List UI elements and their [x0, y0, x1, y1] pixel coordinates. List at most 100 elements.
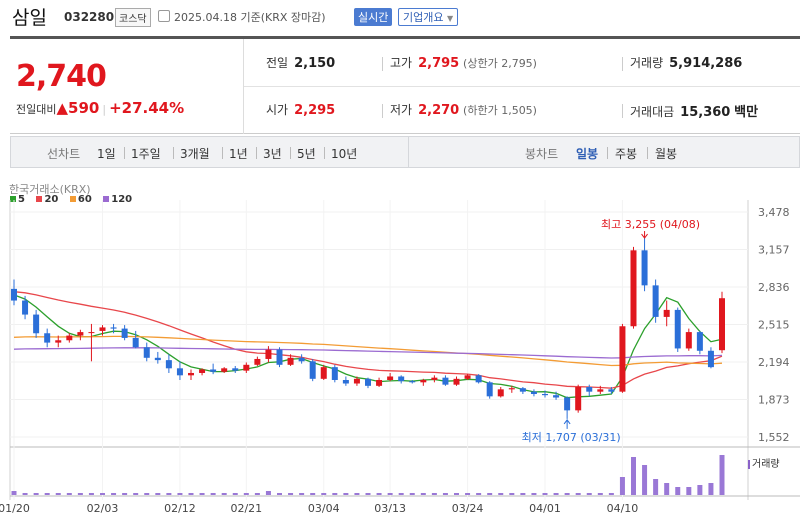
candle-body — [254, 358, 261, 365]
tab-3y[interactable]: 3년 — [263, 147, 282, 161]
candle-body — [188, 372, 194, 376]
x-tick-label: 01/20 — [0, 502, 30, 515]
tab-weekly[interactable]: 주봉 — [615, 147, 638, 161]
tab-1y[interactable]: 1년 — [229, 147, 248, 161]
tab-monthly[interactable]: 월봉 — [655, 147, 678, 161]
y-tick-label: 3,157 — [758, 244, 790, 257]
candle-body — [309, 361, 316, 379]
tab-3m[interactable]: 3개월 — [180, 147, 210, 161]
volume-bar — [177, 493, 183, 495]
volume-bar — [586, 493, 592, 495]
y-tick-label: 2,836 — [758, 281, 790, 294]
tab-1d[interactable]: 1일 — [97, 147, 116, 161]
tab-1w[interactable]: 1주일 — [131, 147, 161, 161]
volume-bar — [597, 493, 603, 495]
candle-body — [33, 314, 40, 334]
tab-5y[interactable]: 5년 — [297, 147, 316, 161]
volume-bar — [697, 485, 703, 495]
volume-bar — [265, 491, 271, 495]
tab-10y[interactable]: 10년 — [331, 147, 358, 161]
volume-bar — [111, 493, 117, 495]
candle-body — [696, 332, 703, 351]
candle-body — [663, 309, 670, 317]
volume-bar — [498, 493, 504, 495]
prev-close: 전일 2,150 — [266, 54, 335, 71]
volume-bar — [409, 493, 415, 495]
candle-body — [575, 387, 582, 411]
volume-bar — [531, 493, 537, 495]
candle-body — [77, 332, 84, 336]
candle-body — [99, 327, 106, 331]
ma-line-20 — [13, 291, 723, 389]
change-percent: +27.44% — [109, 99, 185, 117]
amount-value: 15,360 — [680, 105, 731, 120]
volume-bar — [122, 493, 128, 495]
volume-bar — [100, 493, 105, 495]
candle-body — [564, 397, 571, 411]
x-tick-label: 02/12 — [164, 502, 196, 515]
volume-bar — [675, 487, 681, 495]
candle-body — [652, 285, 659, 317]
volume-bar — [88, 493, 94, 495]
candle-body — [121, 328, 128, 338]
candle-body — [199, 369, 206, 373]
volume-bar — [631, 457, 636, 495]
volume-bar — [553, 493, 559, 495]
volume-bar — [376, 493, 382, 495]
candle-body — [707, 350, 714, 368]
volume-bar — [22, 493, 28, 495]
candle-body — [453, 378, 460, 385]
volume-bar — [575, 493, 581, 495]
open-value: 2,295 — [294, 103, 336, 118]
candle-body — [44, 333, 51, 343]
volume-bar — [44, 493, 50, 495]
x-tick-label: 04/10 — [607, 502, 639, 515]
volume-bar — [155, 493, 161, 495]
candle-body — [143, 347, 150, 358]
volume-bar — [55, 493, 61, 495]
candlestick-chart[interactable]: 3,478 3,157 2,836 2,515 2,194 1,873 1,552 01/20… — [0, 200, 800, 518]
stock-header: 삼일 032280 코스닥 2025.04.18 기준(KRX 장마감) 실시간… — [0, 0, 800, 34]
volume-bar — [719, 455, 725, 495]
volume-bar — [387, 493, 393, 495]
ma-legend: 5 20 60 120 — [10, 194, 140, 205]
company-info-dropdown[interactable]: 기업개요 ▼ — [398, 8, 459, 26]
x-tick-label: 03/13 — [374, 502, 406, 515]
candle-body — [320, 367, 327, 379]
candle-body — [641, 250, 648, 286]
price-box: 2,740 전일대비▲590 | +27.44% — [10, 39, 244, 134]
volume-bar — [564, 493, 570, 495]
candle-body — [376, 379, 383, 386]
y-tick-label: 3,478 — [758, 206, 790, 219]
base-date: 2025.04.18 기준(KRX 장마감) — [174, 11, 326, 24]
volume-bar — [144, 493, 150, 495]
candle-body — [475, 375, 482, 383]
volume-legend: 거래량 — [748, 455, 780, 470]
candle-body — [464, 375, 471, 379]
volume: 거래량 5,914,286 — [630, 54, 742, 71]
candle-body — [409, 381, 416, 383]
volume-bar — [232, 493, 238, 495]
y-tick-label: 2,515 — [758, 319, 790, 332]
candle-body — [243, 364, 250, 371]
candle-body — [265, 349, 272, 359]
company-info-label: 기업개요 — [403, 11, 444, 24]
volume-bar — [420, 493, 426, 495]
high-value: 2,795 — [418, 56, 460, 71]
realtime-button[interactable]: 실시간 — [354, 8, 393, 26]
candle-body — [442, 377, 449, 385]
ma-legend-item: 120 — [103, 194, 132, 205]
candle-body — [508, 388, 515, 390]
candle-body — [619, 326, 626, 392]
open-price: 시가 2,295 — [266, 101, 335, 118]
tab-daily[interactable]: 일봉 — [576, 147, 599, 161]
change-value: ▲590 — [56, 99, 100, 117]
exchange-label: 한국거래소(KRX) — [9, 183, 91, 196]
candle-body — [719, 298, 725, 351]
volume-bar — [133, 493, 139, 495]
volume-bar — [686, 487, 692, 495]
candle-body — [586, 387, 593, 392]
volume-bar — [664, 483, 670, 495]
candle-body — [210, 369, 217, 372]
high-price: 고가 2,795 (상한가 2,795) — [390, 54, 537, 71]
